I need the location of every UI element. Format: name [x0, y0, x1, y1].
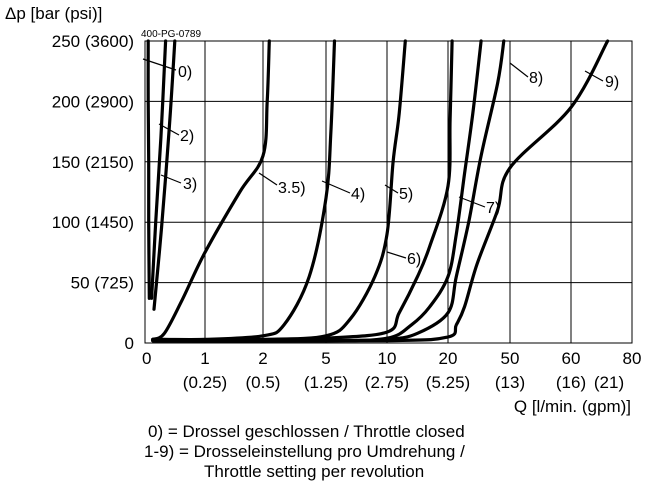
- series-label-3: 3): [183, 176, 197, 193]
- x-tick-sublabel: (2.75): [365, 373, 409, 392]
- series-label-6: 6): [407, 251, 421, 268]
- x-tick-label: 50: [501, 349, 520, 368]
- x-axis-ticks: 0 1 (0.25) 2 (0.5) 5 (1.25) 10 (2.75) 20 (5.25) 50 (…: [142, 349, 641, 392]
- x-tick-sublabel: (5.25): [426, 373, 470, 392]
- series-line-3-5: [151, 39, 271, 341]
- series-line-9: [151, 39, 610, 343]
- label-leader: [258, 172, 278, 186]
- series-label-3-5: 3.5): [278, 180, 306, 197]
- x-axis-title: Q [l/min. (gpm)]: [514, 397, 631, 416]
- x-tick-label: 0: [142, 349, 151, 368]
- note-throttle-setting: 1-9) = Drosseleinstellung pro Umdrehung …: [144, 442, 465, 461]
- label-leader: [384, 184, 399, 194]
- x-tick-sublabel: (16): [556, 373, 586, 392]
- series-label-7: 7): [486, 200, 500, 217]
- x-tick-sublabel: (1.25): [304, 373, 348, 392]
- label-leader: [321, 180, 351, 194]
- label-leader: [458, 196, 486, 208]
- y-tick-label: 50 (725): [71, 274, 134, 293]
- plot-frame: [144, 40, 633, 344]
- chart-code-label: 400-PG-0789: [141, 29, 201, 40]
- note-throttle-closed: 0) = Drossel geschlossen / Throttle clos…: [148, 422, 465, 441]
- y-tick-label: 100 (1450): [52, 213, 134, 232]
- y-tick-label: 0: [125, 334, 134, 353]
- label-leader: [160, 174, 182, 184]
- y-tick-label: 250 (3600): [52, 32, 134, 51]
- label-leaders: [142, 58, 604, 259]
- y-axis-title: Δp [bar (psi)]: [5, 4, 102, 23]
- x-tick-label: 10: [378, 349, 397, 368]
- label-leader: [386, 251, 407, 259]
- series-line-2: [150, 39, 168, 300]
- chart-grid: [144, 40, 633, 344]
- x-tick-label: 20: [439, 349, 458, 368]
- series-label-4: 4): [351, 186, 365, 203]
- y-axis-ticks: 0 50 (725) 100 (1450) 150 (2150) 200 (2900) 2…: [52, 32, 134, 353]
- x-tick-label: 2: [258, 349, 267, 368]
- y-tick-label: 150 (2150): [52, 153, 134, 172]
- series-label-9: 9): [605, 74, 619, 91]
- series-line-7: [151, 39, 483, 343]
- x-tick-sublabel: (0.5): [246, 373, 281, 392]
- x-tick-label: 60: [562, 349, 581, 368]
- x-tick-sublabel: (13): [495, 373, 525, 392]
- series-line-0: [146, 39, 151, 300]
- x-tick-sublabel: (0.25): [183, 373, 227, 392]
- y-tick-label: 200 (2900): [52, 92, 134, 111]
- label-leader: [509, 62, 529, 78]
- series-line-4: [151, 39, 337, 342]
- series-label-0: 0): [178, 64, 192, 81]
- label-leader: [158, 123, 180, 136]
- x-tick-label: 80: [623, 349, 642, 368]
- note-per-revolution: Throttle setting per revolution: [204, 462, 424, 481]
- label-leader: [584, 70, 604, 82]
- series-line-3: [152, 39, 177, 311]
- x-tick-label: 5: [321, 349, 330, 368]
- series-curves: [146, 39, 610, 343]
- series-label-8: 8): [529, 70, 543, 87]
- x-tick-label: 1: [200, 349, 209, 368]
- series-label-2: 2): [180, 128, 194, 145]
- series-label-5: 5): [399, 186, 413, 203]
- series-labels: 0) 2) 3) 3.5) 4) 5) 6) 7) 8) 9): [178, 64, 619, 268]
- x-tick-sublabel: (21): [594, 373, 624, 392]
- label-leader: [142, 58, 177, 71]
